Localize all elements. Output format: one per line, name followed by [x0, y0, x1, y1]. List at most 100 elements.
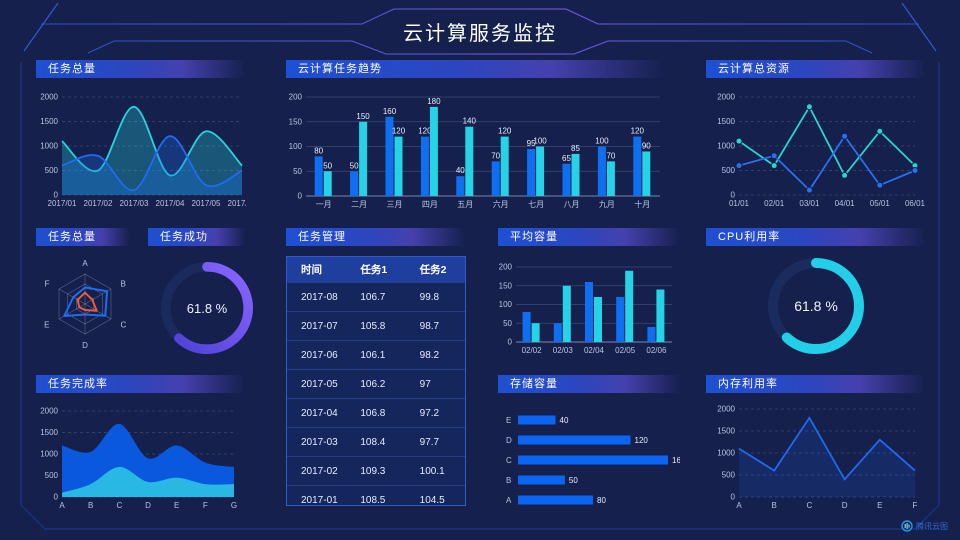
- table-row: 2017-05 106.2 97: [287, 369, 465, 399]
- table-cell: 2017-04: [287, 398, 347, 428]
- svg-text:180: 180: [427, 97, 441, 106]
- svg-text:120: 120: [418, 127, 432, 136]
- panel-header-cloud-resources: 云计算总资源: [706, 60, 926, 78]
- chart-success-gauge: [160, 261, 254, 355]
- svg-text:04/01: 04/01: [835, 199, 856, 208]
- panel-header-task-success: 任务成功: [148, 228, 246, 246]
- svg-text:95: 95: [527, 139, 536, 148]
- page-title: 云计算服务监控: [403, 23, 557, 45]
- table-row: 2017-01 108.5 104.5: [287, 485, 465, 514]
- svg-text:1000: 1000: [40, 142, 58, 151]
- svg-text:500: 500: [722, 166, 736, 175]
- panel-header-task-mgmt: 任务管理: [286, 228, 466, 246]
- svg-text:02/03: 02/03: [553, 346, 574, 355]
- table-cell: 97: [405, 369, 465, 399]
- svg-text:120: 120: [635, 436, 649, 445]
- svg-text:500: 500: [45, 471, 59, 480]
- svg-text:C: C: [121, 321, 127, 330]
- svg-text:2017/05: 2017/05: [192, 199, 221, 208]
- svg-text:B: B: [88, 501, 93, 510]
- panel-header-task-total: 任务总量: [36, 60, 246, 78]
- table-row: 2017-02 109.3 100.1: [287, 456, 465, 486]
- panel-title: 云计算总资源: [718, 63, 790, 75]
- table-cell: 109.3: [346, 456, 406, 486]
- svg-text:0: 0: [298, 192, 303, 201]
- svg-text:50: 50: [503, 319, 512, 328]
- chart-cpu-gauge: [768, 258, 864, 354]
- svg-text:150: 150: [499, 281, 513, 290]
- svg-text:0: 0: [731, 191, 736, 200]
- svg-text:九月: 九月: [599, 200, 615, 209]
- svg-text:A: A: [506, 496, 512, 505]
- svg-text:A: A: [59, 501, 65, 510]
- svg-text:一月: 一月: [316, 200, 332, 209]
- svg-text:150: 150: [289, 117, 303, 126]
- svg-text:50: 50: [293, 167, 302, 176]
- table-row: 2017-08 106.7 99.8: [287, 282, 465, 312]
- table-cell: 98.2: [405, 340, 465, 370]
- svg-text:160: 160: [383, 107, 397, 116]
- svg-text:200: 200: [499, 263, 513, 272]
- table-cell: 2017-03: [287, 427, 347, 457]
- svg-text:1500: 1500: [40, 428, 58, 437]
- chart-storage: E 40 D 120 C 160 B 50 A 80: [506, 415, 680, 505]
- table-header-cell: 任务1: [346, 257, 406, 283]
- panel-title: 任务总量: [48, 63, 96, 75]
- table-cell: 2017-05: [287, 369, 347, 399]
- svg-text:120: 120: [631, 127, 645, 136]
- svg-text:F: F: [203, 501, 208, 510]
- table-row: 2017-07 105.8 98.7: [287, 311, 465, 341]
- svg-text:0: 0: [508, 338, 513, 347]
- svg-text:200: 200: [289, 93, 303, 102]
- panel-title: CPU利用率: [718, 231, 781, 243]
- table-row: 2017-04 106.8 97.2: [287, 398, 465, 428]
- task-table: 时间 任务1 任务2 2017-08 106.7 99.8 2017-07 105.8 98.7…: [286, 256, 466, 514]
- svg-text:50: 50: [569, 476, 578, 485]
- chart-task-total-area: 0 500 1000 1500 2000 2017/01 2017/02 2017/03 201…: [40, 93, 246, 209]
- svg-text:65: 65: [562, 154, 571, 163]
- svg-text:八月: 八月: [564, 200, 580, 209]
- svg-text:02/02: 02/02: [522, 346, 543, 355]
- svg-text:06/01: 06/01: [905, 199, 926, 208]
- svg-text:40: 40: [560, 416, 569, 425]
- svg-text:E: E: [877, 501, 882, 510]
- table-cell: 106.2: [346, 369, 406, 399]
- svg-text:160: 160: [672, 456, 680, 465]
- panel-title: 任务成功: [160, 231, 208, 243]
- svg-text:50: 50: [350, 161, 359, 170]
- svg-text:0: 0: [54, 493, 59, 502]
- svg-text:2017/04: 2017/04: [156, 199, 185, 208]
- svg-text:140: 140: [463, 117, 477, 126]
- table-cell: 108.4: [346, 427, 406, 457]
- panel-header-radar: 任务总量: [36, 228, 130, 246]
- svg-text:三月: 三月: [387, 200, 403, 209]
- svg-text:05/01: 05/01: [870, 199, 891, 208]
- svg-text:十月: 十月: [634, 199, 650, 209]
- svg-text:B: B: [121, 280, 126, 289]
- tencent-cloud-logo-icon: [901, 520, 913, 532]
- watermark: 腾讯云图: [901, 520, 948, 532]
- svg-text:2000: 2000: [717, 405, 735, 414]
- svg-text:01/01: 01/01: [729, 199, 750, 208]
- svg-text:120: 120: [392, 127, 406, 136]
- table-cell: 98.7: [405, 311, 465, 341]
- table-cell: 97.7: [405, 427, 465, 457]
- svg-text:C: C: [116, 501, 122, 510]
- table-cell: 97.2: [405, 398, 465, 428]
- panel-header-task-trend: 云计算任务趋势: [286, 60, 666, 78]
- table-cell: 2017-07: [287, 311, 347, 341]
- svg-text:C: C: [807, 501, 813, 510]
- table-cell: 2017-08: [287, 282, 347, 312]
- chart-task-radar: A B C D E F: [44, 259, 127, 350]
- panel-title: 平均容量: [510, 231, 558, 243]
- svg-text:D: D: [506, 436, 512, 445]
- svg-text:150: 150: [356, 112, 370, 121]
- panel-header-cpu: CPU利用率: [706, 228, 926, 246]
- svg-text:A: A: [82, 259, 88, 268]
- svg-text:1500: 1500: [40, 117, 58, 126]
- svg-text:80: 80: [314, 146, 323, 155]
- panel-title: 内存利用率: [718, 378, 778, 390]
- svg-text:B: B: [506, 476, 511, 485]
- svg-text:1000: 1000: [717, 142, 735, 151]
- svg-text:D: D: [82, 341, 88, 350]
